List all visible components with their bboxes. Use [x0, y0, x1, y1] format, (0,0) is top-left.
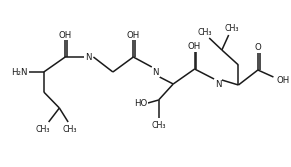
Text: N: N — [85, 52, 92, 61]
Text: OH: OH — [58, 31, 72, 40]
Text: CH₃: CH₃ — [36, 125, 50, 134]
Text: CH₃: CH₃ — [224, 24, 239, 33]
Text: OH: OH — [276, 75, 290, 85]
Text: OH: OH — [127, 31, 140, 40]
Text: O: O — [255, 42, 261, 51]
Text: CH₃: CH₃ — [63, 125, 77, 134]
Text: OH: OH — [188, 42, 201, 50]
Text: H₂N: H₂N — [11, 67, 28, 76]
Text: N: N — [215, 79, 221, 89]
Text: HO: HO — [134, 99, 148, 108]
Text: CH₃: CH₃ — [151, 121, 166, 129]
Text: N: N — [152, 67, 159, 76]
Text: CH₃: CH₃ — [197, 28, 212, 37]
